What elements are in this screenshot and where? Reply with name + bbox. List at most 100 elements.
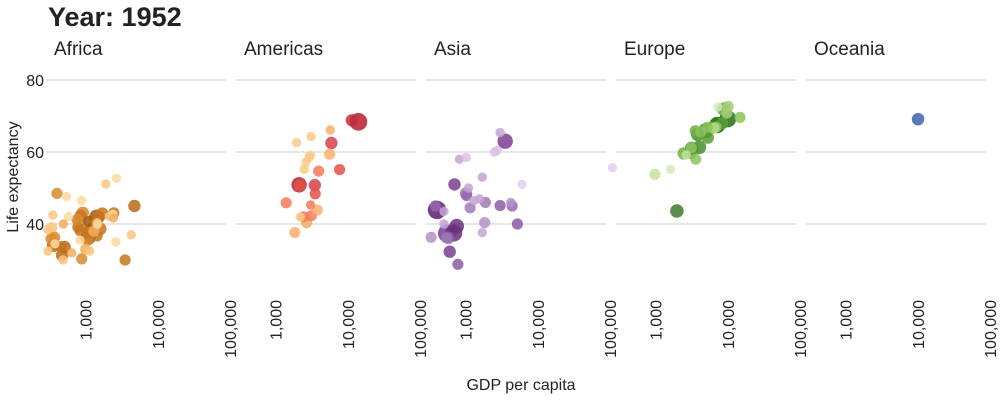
data-point [299, 164, 309, 174]
facet-label: Asia [434, 39, 471, 60]
facet-oceania: Oceania 1,000 10,000 100,000 [806, 39, 1000, 358]
data-point [77, 195, 87, 206]
data-point [670, 204, 684, 218]
facet-africa: Africa 1,000 10,000 100,000 [43, 39, 240, 358]
data-point [128, 199, 141, 213]
facet-panels: Africa 1,000 10,000 100,000 Americas 1,000 10,… [26, 39, 1000, 358]
chart-title: Year: 1952 [48, 2, 182, 32]
facet-label: Oceania [814, 39, 885, 60]
data-point [71, 214, 83, 226]
data-point [111, 173, 122, 183]
data-point [324, 148, 336, 160]
x-axis-title: GDP per capita [466, 377, 575, 394]
y-axis-title: Life expectancy [5, 121, 22, 232]
y-tick-label: 80 [26, 73, 44, 90]
facet-asia: Asia 1,000 10,000 100,000 [425, 39, 620, 358]
data-point [292, 137, 302, 148]
data-point [313, 165, 325, 177]
x-tick-label: 100,000 [983, 300, 1000, 358]
data-point [61, 191, 72, 202]
data-point [119, 254, 131, 266]
data-point [43, 224, 53, 235]
data-point [58, 219, 69, 229]
data-point [511, 218, 523, 230]
data-point [76, 253, 88, 265]
data-point [50, 239, 60, 249]
data-point [439, 206, 449, 217]
data-point [293, 179, 306, 192]
data-point [67, 248, 77, 258]
data-point [452, 258, 464, 270]
data-point [685, 142, 698, 154]
data-point [506, 197, 516, 208]
data-point [477, 172, 487, 182]
x-tick-label: 1,000 [269, 300, 286, 340]
data-point [517, 179, 527, 190]
data-point [607, 163, 618, 173]
y-axis: 40 60 80 [26, 73, 44, 234]
data-point [463, 183, 474, 193]
x-tick-label: 1,000 [649, 300, 666, 340]
data-point [75, 235, 85, 245]
data-point [439, 219, 449, 229]
data-point [85, 246, 95, 256]
data-point [48, 210, 58, 220]
facet-label: Americas [244, 39, 323, 60]
y-tick-label: 60 [26, 145, 44, 162]
x-tick-label: 10,000 [531, 300, 548, 349]
data-point [448, 178, 461, 191]
facet-americas: Americas 1,000 10,000 100,000 [236, 39, 430, 358]
data-point [494, 200, 506, 212]
data-point [111, 237, 121, 247]
data-point [461, 190, 473, 202]
data-point [681, 150, 691, 160]
data-point [108, 213, 119, 223]
data-point [469, 195, 479, 206]
data-point [665, 164, 676, 174]
data-point [309, 188, 321, 200]
data-point [649, 168, 661, 180]
x-tick-label: 1,000 [79, 300, 96, 340]
data-point [280, 197, 292, 209]
x-tick-label: 100,000 [223, 300, 240, 358]
x-tick-label: 100,000 [603, 300, 620, 358]
data-point [495, 127, 505, 138]
facet-europe: Europe 1,000 10,000 100,000 [616, 39, 810, 358]
data-point [713, 102, 723, 112]
data-point [126, 230, 136, 240]
data-point [477, 227, 487, 238]
data-point [295, 212, 305, 222]
data-point [497, 133, 513, 149]
data-point [325, 136, 338, 150]
x-tick-label: 100,000 [793, 300, 810, 358]
x-tick-label: 1,000 [459, 300, 476, 340]
data-point [325, 125, 335, 135]
data-point [690, 153, 702, 165]
x-tick-label: 10,000 [341, 300, 358, 349]
x-tick-label: 100,000 [413, 300, 430, 358]
data-point [443, 245, 456, 258]
data-point [305, 150, 316, 160]
data-point [479, 217, 491, 229]
data-point [461, 152, 471, 163]
data-point [305, 200, 316, 210]
y-tick-label: 40 [26, 217, 44, 234]
data-point [58, 255, 68, 265]
data-point [92, 219, 103, 229]
data-point [695, 126, 707, 138]
data-point [345, 114, 359, 127]
x-tick-label: 10,000 [911, 300, 928, 349]
data-point [734, 111, 746, 123]
data-point [63, 211, 74, 222]
x-tick-label: 10,000 [721, 300, 738, 349]
data-point [449, 218, 465, 234]
data-point [429, 200, 441, 212]
data-point [914, 113, 925, 123]
data-point [306, 131, 316, 142]
data-point [441, 232, 453, 244]
data-point [492, 145, 502, 156]
x-tick-label: 1,000 [839, 300, 856, 340]
data-point [722, 100, 734, 112]
data-point [289, 227, 301, 239]
